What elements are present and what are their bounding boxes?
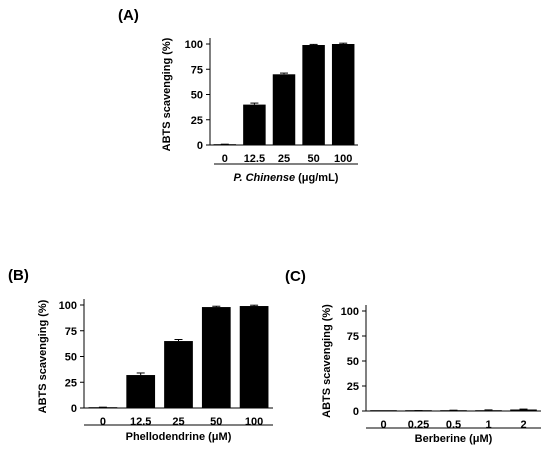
x-axis-label: P. Chinense (μg/mL) bbox=[234, 172, 339, 184]
x-tick-label: 50 bbox=[307, 153, 319, 165]
x-tick-label: 0 bbox=[380, 419, 386, 431]
y-axis-label: ABTS scavenging (%) bbox=[161, 37, 173, 151]
x-tick-label: 2 bbox=[520, 419, 526, 431]
x-axis-label: Phellodendrine (μM) bbox=[126, 431, 232, 443]
x-tick-label: 25 bbox=[172, 416, 184, 428]
y-tick-label: 0 bbox=[71, 403, 77, 415]
bar-100 bbox=[239, 306, 269, 408]
y-tick-label: 75 bbox=[191, 64, 203, 76]
y-tick-label: 75 bbox=[347, 331, 359, 343]
bar-50 bbox=[201, 307, 231, 408]
x-tick-label: 100 bbox=[334, 153, 352, 165]
x-axis-label-text: Phellodendrine (μM) bbox=[126, 431, 232, 443]
bar-12.5 bbox=[126, 375, 156, 408]
x-axis-label-text: (μg/mL) bbox=[295, 172, 339, 184]
bar-2 bbox=[510, 409, 537, 411]
x-tick-label: 12.5 bbox=[244, 153, 265, 165]
y-tick-label: 25 bbox=[65, 377, 77, 389]
chart-panel-2: (C) 0 25 50 75 100 ABTS scavenging (%) 0 0.25 0.5… bbox=[285, 268, 541, 445]
y-tick-label: 25 bbox=[347, 381, 359, 393]
x-tick-label: 50 bbox=[210, 416, 222, 428]
bar-0 bbox=[370, 410, 397, 411]
bar-100 bbox=[331, 44, 355, 145]
x-tick-label: 0.25 bbox=[408, 419, 429, 431]
y-tick-label: 100 bbox=[59, 300, 77, 312]
x-axis-label-text: Berberine (μM) bbox=[415, 433, 493, 445]
x-tick-label: 12.5 bbox=[130, 416, 151, 428]
y-axis-label: ABTS scavenging (%) bbox=[321, 304, 333, 418]
panel-label: (A) bbox=[118, 7, 139, 24]
x-axis-label-italic: P. Chinense bbox=[234, 172, 296, 184]
y-axis-label: ABTS scavenging (%) bbox=[37, 299, 49, 413]
bar-25 bbox=[164, 341, 193, 408]
x-tick-label: 0 bbox=[222, 153, 228, 165]
x-tick-label: 0 bbox=[100, 416, 106, 428]
panel-label: (C) bbox=[285, 268, 306, 285]
y-tick-label: 50 bbox=[347, 356, 359, 368]
x-tick-label: 25 bbox=[278, 153, 290, 165]
x-tick-label: 1 bbox=[485, 419, 491, 431]
y-tick-label: 0 bbox=[197, 140, 203, 152]
bar-1 bbox=[475, 410, 502, 411]
chart-panel-1: (B) 0 25 50 75 100 ABTS scavenging (%) 0 12.5 25 5… bbox=[8, 267, 273, 443]
y-tick-label: 50 bbox=[191, 90, 203, 102]
panel-label: (B) bbox=[8, 267, 29, 284]
chart-panel-0: (A) 0 25 50 75 100 ABTS scavenging (%) 0 12.5 25 5… bbox=[118, 7, 358, 184]
y-tick-label: 0 bbox=[353, 406, 359, 418]
y-tick-label: 50 bbox=[65, 352, 77, 364]
bar-50 bbox=[302, 45, 325, 146]
bar-25 bbox=[272, 74, 296, 145]
y-tick-label: 100 bbox=[185, 39, 203, 51]
y-tick-label: 25 bbox=[191, 115, 203, 127]
bar-12.5 bbox=[243, 104, 266, 145]
x-tick-label: 100 bbox=[245, 416, 263, 428]
x-axis-label: Berberine (μM) bbox=[415, 433, 493, 445]
x-tick-label: 0.5 bbox=[446, 419, 461, 431]
y-tick-label: 100 bbox=[341, 306, 359, 318]
y-tick-label: 75 bbox=[65, 326, 77, 338]
